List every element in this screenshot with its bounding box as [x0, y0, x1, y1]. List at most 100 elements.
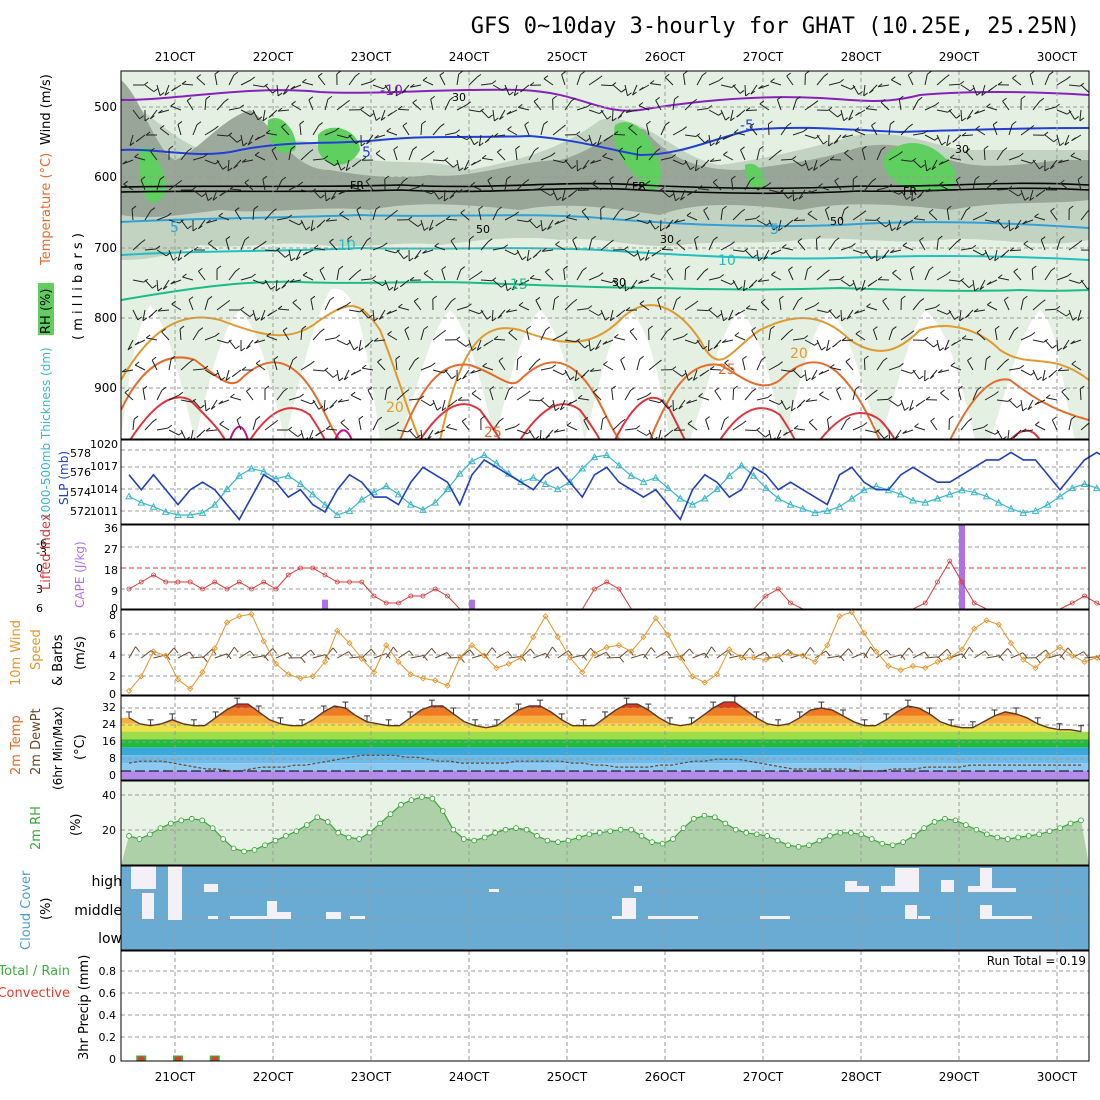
cloud-block — [980, 868, 992, 892]
wind-barb — [987, 304, 998, 311]
surface-wind-barb-flag — [924, 651, 929, 658]
wind-barb-flag — [665, 225, 671, 229]
wind-barb-flag — [979, 286, 985, 291]
wind-barb-flag — [365, 177, 371, 182]
wind-barb — [1068, 84, 1080, 87]
wind-barb — [563, 269, 566, 281]
contour-label: 5 — [362, 145, 371, 161]
rh2m-point — [596, 829, 603, 836]
wind-barb — [204, 335, 216, 341]
wind-barb-flag — [695, 133, 701, 137]
wind-barb-flag — [583, 416, 589, 421]
wind-barb-flag — [150, 115, 155, 120]
rh2m-point — [209, 825, 216, 831]
rh2m-point — [471, 837, 478, 844]
wind-barb — [240, 109, 252, 116]
wind-barb — [408, 429, 417, 439]
wind-barb-flag — [1064, 141, 1070, 146]
wind-barb-flag — [917, 194, 922, 199]
wind-barb-flag — [428, 226, 434, 231]
wind-speed-point — [677, 654, 684, 661]
wind-barb — [581, 211, 590, 221]
wind-barb-flag — [438, 195, 444, 200]
cloud-block — [267, 901, 277, 919]
contour-label: 20 — [790, 346, 808, 362]
wind-barb — [732, 249, 744, 253]
wind-barb — [854, 309, 866, 315]
wind-barb — [492, 209, 499, 221]
wind-barb-flag — [191, 186, 197, 191]
rh2m-point — [963, 822, 969, 828]
wind-barb — [661, 248, 674, 251]
wind-barb — [492, 247, 504, 251]
wind-barb-flag — [331, 196, 336, 200]
wind-barb-flag — [366, 237, 371, 241]
wind-barb-flag — [377, 416, 383, 421]
wind-barb — [576, 339, 586, 349]
wind-barb-flag — [718, 77, 724, 81]
wind-barb-flag — [254, 339, 259, 344]
top-date-label: 27OCT — [743, 50, 784, 64]
rh2m-point — [816, 837, 823, 844]
wind-barb-flag — [582, 267, 587, 271]
wind-barb-flag — [162, 285, 168, 290]
wind-barb — [660, 330, 668, 341]
wind-barb — [824, 209, 830, 221]
wind-barb-flag — [487, 176, 493, 181]
rh2m-point — [398, 801, 404, 808]
wind-barb-flag — [308, 96, 314, 101]
wind-barb-flag — [350, 371, 356, 376]
wind-barb — [676, 242, 686, 251]
wind-barb-flag — [961, 117, 967, 122]
wind-barb-flag — [609, 176, 614, 180]
wind-barb — [828, 109, 838, 118]
wind-barb — [480, 109, 490, 119]
rh2m-point — [387, 811, 394, 817]
thickness-point — [443, 485, 452, 493]
wind-barb — [122, 159, 134, 165]
wind-barb-flag — [919, 298, 925, 302]
wind-barb-flag — [1013, 268, 1019, 273]
wind-barb-flag — [301, 325, 307, 330]
wind-barb — [609, 309, 614, 321]
wind-barb — [612, 84, 622, 93]
wind-barb-flag — [770, 78, 775, 83]
wind-barb-flag — [460, 209, 465, 214]
wind-barb — [544, 271, 554, 281]
cloud-block — [622, 898, 636, 919]
wind-barb — [742, 279, 746, 291]
top-date-label: 30OCT — [1037, 50, 1078, 64]
wind-barb-flag — [350, 391, 356, 396]
wind-barb — [746, 307, 758, 311]
wind-barb — [708, 134, 712, 146]
wind-tick: 8 — [109, 609, 116, 622]
wind-barb — [770, 81, 782, 86]
thickness-point — [296, 479, 305, 487]
thickness-point — [896, 490, 905, 498]
wind-barb-flag — [369, 113, 375, 117]
wind-barb — [768, 329, 772, 341]
wind-barb-flag — [227, 132, 233, 137]
cape-tick: 0 — [111, 602, 118, 615]
wind-barb-flag — [1016, 404, 1022, 409]
wind-barb-flag — [621, 88, 626, 93]
wind-barb-flag — [845, 358, 851, 362]
wind-barb-flag — [593, 388, 598, 393]
wind-barb-flag — [906, 196, 911, 200]
wind-barb-flag — [580, 374, 586, 379]
wind-barb — [760, 301, 770, 311]
surface-wind-barb — [998, 648, 1008, 659]
wind-barb — [696, 75, 703, 86]
thickness-point — [468, 457, 476, 465]
wind-barb — [844, 152, 854, 161]
wind-barb — [1071, 363, 1082, 371]
wind-barb — [1080, 84, 1089, 93]
rh2m-point — [283, 833, 289, 839]
wind-barb — [552, 189, 558, 201]
wind-barb-flag — [856, 287, 861, 291]
surface-wind-barb — [190, 656, 204, 659]
wind-barb-flag — [233, 71, 239, 76]
temperature-band — [121, 763, 1089, 771]
wind-barb-flag — [896, 226, 902, 231]
wind-barb-flag — [1034, 401, 1040, 406]
